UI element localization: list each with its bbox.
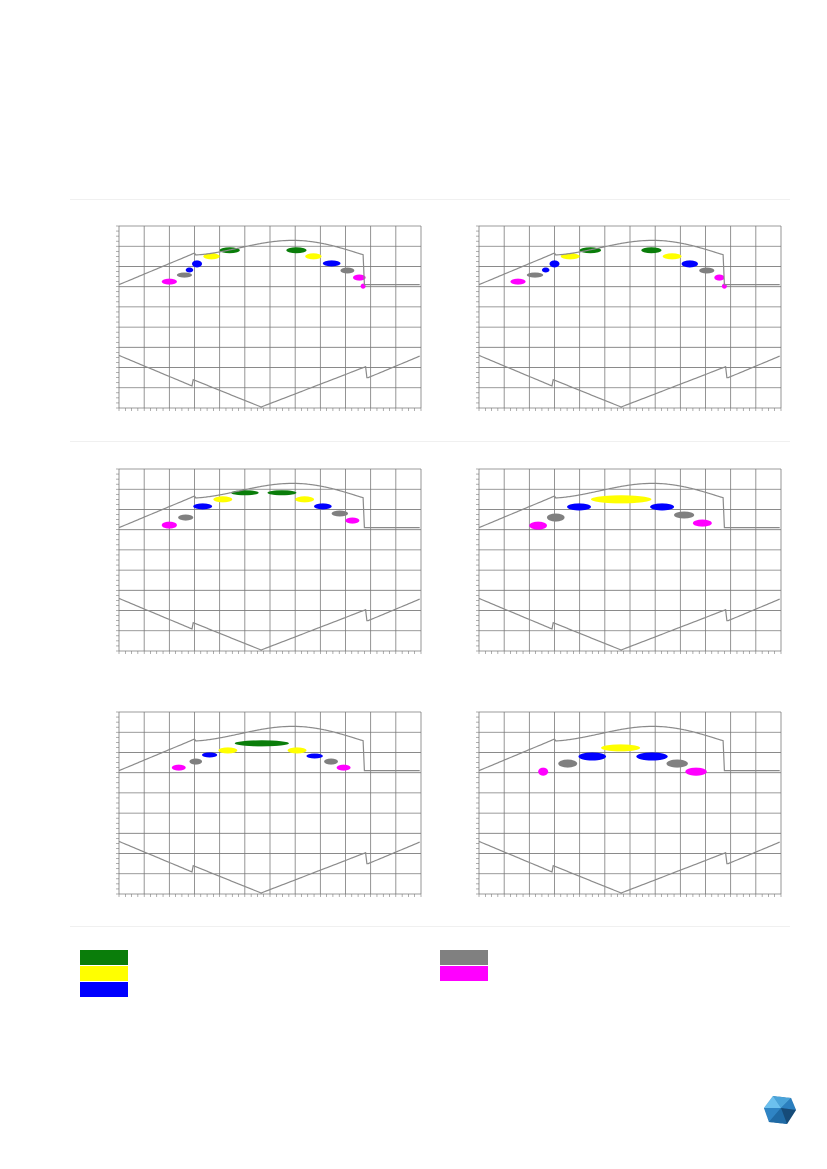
region-blue <box>567 503 591 511</box>
legend-swatch-magenta <box>440 966 488 981</box>
divider-bottom <box>70 926 790 927</box>
grid <box>116 225 422 411</box>
region-gray <box>324 758 338 765</box>
region-yellow <box>305 253 322 260</box>
grid <box>476 225 782 411</box>
legend-swatch-yellow <box>80 966 128 981</box>
region-magenta <box>685 767 707 776</box>
logo-icon <box>763 1094 797 1126</box>
upper-curve <box>118 725 420 772</box>
region-blue <box>578 752 607 761</box>
chart-middle-left <box>115 465 425 655</box>
region-gray <box>340 267 355 274</box>
chart-top-right <box>475 222 785 412</box>
upper-curve <box>118 239 420 286</box>
region-blue <box>193 503 213 510</box>
region-magenta <box>538 767 549 776</box>
region-magenta <box>529 521 547 530</box>
region-magenta <box>161 278 177 285</box>
region-magenta <box>714 274 725 281</box>
region-magenta <box>336 764 351 771</box>
region-blue <box>314 503 332 510</box>
region-yellow <box>295 496 315 503</box>
region-yellow <box>218 747 238 754</box>
region-blue <box>681 260 698 268</box>
region-gray <box>189 758 203 765</box>
region-yellow <box>287 747 307 754</box>
region-gray <box>558 759 578 768</box>
region-magenta <box>510 278 526 285</box>
region-green <box>234 740 289 747</box>
upper-curve <box>478 239 780 286</box>
region-green <box>267 490 297 496</box>
region-green <box>641 247 662 254</box>
chart-middle-right <box>475 465 785 655</box>
region-blue <box>549 260 560 268</box>
lower-curve <box>478 597 780 651</box>
grid <box>116 468 422 654</box>
legend-swatch-gray <box>440 950 488 965</box>
region-gray <box>674 511 695 519</box>
upper-curve <box>478 725 780 772</box>
region-blue <box>322 260 341 267</box>
chart-bottom-right <box>475 708 785 898</box>
lower-curve <box>478 354 780 408</box>
region-magenta <box>171 764 186 771</box>
chart-bottom-left <box>115 708 425 898</box>
region-blue <box>185 267 194 273</box>
region-blue <box>191 260 203 268</box>
region-yellow <box>560 253 580 260</box>
region-blue <box>541 267 550 273</box>
lower-curve <box>478 840 780 894</box>
region-yellow <box>213 496 233 503</box>
lower-curve <box>118 597 420 651</box>
region-gray <box>526 272 544 278</box>
divider-middle <box>70 441 790 442</box>
region-gray <box>176 272 192 278</box>
grid <box>476 711 782 897</box>
legend-swatch-blue <box>80 982 128 997</box>
region-yellow <box>601 744 641 752</box>
divider-top <box>70 199 790 200</box>
lower-curve <box>118 354 420 408</box>
grid <box>116 711 422 897</box>
region-yellow <box>662 253 682 260</box>
region-yellow <box>590 495 652 504</box>
region-gray <box>699 267 715 274</box>
region-gray <box>178 514 194 521</box>
upper-curve <box>118 482 420 529</box>
region-magenta <box>161 521 177 529</box>
region-blue <box>202 752 218 758</box>
region-blue <box>306 753 323 759</box>
region-blue <box>636 752 668 761</box>
region-magenta <box>692 519 712 527</box>
region-gray <box>331 510 349 517</box>
legend-swatch-green <box>80 950 128 965</box>
region-yellow <box>203 253 220 260</box>
upper-curve <box>478 482 780 529</box>
region-magenta <box>353 274 366 281</box>
region-green <box>286 247 307 254</box>
chart-top-left <box>115 222 425 412</box>
region-green <box>230 490 259 496</box>
region-magenta <box>345 517 360 524</box>
lower-curve <box>118 840 420 894</box>
grid <box>476 468 782 654</box>
region-gray <box>666 759 688 768</box>
region-blue <box>650 503 675 511</box>
region-gray <box>546 513 565 522</box>
